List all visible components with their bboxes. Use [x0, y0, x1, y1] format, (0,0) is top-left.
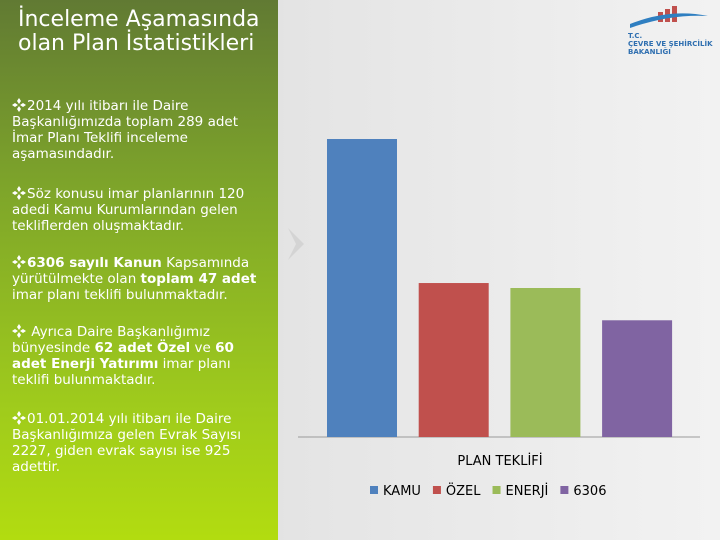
legend-label: 6306 — [573, 484, 606, 499]
bar — [510, 288, 581, 437]
legend-label: KAMU — [383, 484, 421, 499]
bullet-text: Söz konusu imar planlarının 120 adedi Ka… — [12, 186, 245, 234]
legend-swatch — [432, 486, 441, 494]
bullet-text: Ayrıca Daire Başkanlığımız bünyesinde — [12, 324, 210, 356]
logo-text: BAKANLIĞI — [628, 47, 671, 56]
bullet-text: 6306 sayılı Kanun — [27, 255, 162, 271]
decor-arrow — [288, 228, 304, 260]
bullet: 01.01.2014 yılı itibarı ile Daire Başkan… — [12, 411, 264, 475]
legend-swatch — [370, 486, 378, 494]
bullet: Ayrıca Daire Başkanlığımız bünyesinde 62… — [12, 324, 264, 388]
bullet-text: toplam 47 adet — [140, 271, 257, 287]
logo-text: ÇEVRE VE ŞEHİRCİLİK — [628, 39, 713, 48]
legend-label: ÖZEL — [446, 482, 481, 499]
legend-swatch — [492, 486, 501, 494]
legend-swatch — [560, 486, 569, 494]
bullet-text: 62 adet Özel — [94, 340, 191, 356]
bar — [418, 283, 489, 437]
slide-title: İnceleme Aşamasında olan Plan İstatistik… — [18, 7, 260, 56]
legend-label: ENERJİ — [506, 483, 549, 499]
bullet-text: 01.01.2014 yılı itibarı ile Daire Başkan… — [12, 411, 241, 475]
bar — [327, 139, 397, 437]
bullet-text: 2014 yılı itibarı ile Daire Başkanlığımı… — [12, 98, 239, 162]
bullet: 6306 sayılı Kanun Kapsamında yürütülmekt… — [12, 255, 264, 303]
bullet-text: imar planı teklifi bulunmaktadır. — [12, 356, 231, 388]
logo: T.C. ÇEVRE VE ŞEHİRCİLİK BAKANLIĞI — [628, 6, 713, 56]
bullet-text: 60 adet Enerji Yatırımı — [12, 340, 234, 372]
x-tick-label: PLAN TEKLİFİ — [457, 453, 542, 469]
bullet: Söz konusu imar planlarının 120 adedi Ka… — [12, 186, 264, 234]
bullet-text: ve — [190, 340, 216, 356]
left-panel: İnceleme Aşamasında olan Plan İstatistik… — [0, 0, 278, 540]
logo-text: T.C. — [628, 32, 642, 40]
bar — [602, 320, 673, 437]
bullet-text: Kapsamında yürütülmekte olan — [12, 255, 250, 287]
bullet-text: imar planı teklifi bulunmaktadır. — [12, 287, 228, 303]
bullet: 2014 yılı itibarı ile Daire Başkanlığımı… — [12, 98, 264, 162]
